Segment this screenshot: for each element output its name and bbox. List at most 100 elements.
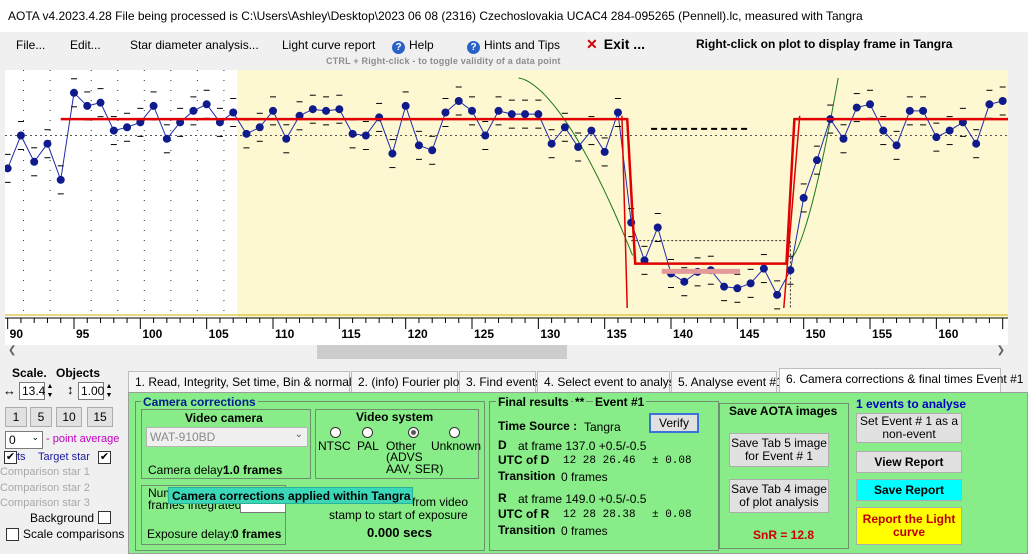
target-star-checkbox[interactable]: ✔ [98,451,111,464]
target-star-label: Target star [38,451,90,463]
objects-input[interactable]: 1.00 [78,382,104,400]
data-point [162,134,171,143]
menu-hints-label: Hints and Tips [484,38,561,52]
data-point [481,131,490,140]
camera-delay-value: 1.0 frames [223,463,283,477]
x-tick-label: 160 [938,327,958,341]
background-checkbox[interactable] [98,511,111,524]
r-frame: at frame 149.0 +0.5/-0.5 [518,492,647,506]
scale-input[interactable]: 13.4 [19,382,45,400]
vertical-arrows-icon: ↕ [67,382,74,397]
data-point [932,133,941,142]
plot-points-checkbox[interactable]: ✔ [4,451,17,464]
save-tab5-button[interactable]: Save Tab 5 image for Event # 1 [729,433,829,467]
d-utc-value: 12 28 26.46 [563,455,636,467]
video-camera-title: Video camera [183,411,265,425]
scale-comparisons-checkbox[interactable] [6,528,19,541]
tab-read[interactable]: 1. Read, Integrity, Set time, Bin & norm… [128,371,367,393]
tab-analyse-event[interactable]: 5. Analyse event #1 [671,371,783,393]
save-tab4-button[interactable]: Save Tab 4 image of plot analysis [729,479,829,513]
comparison-2-label: Comparison star 2 [0,482,90,494]
r-utc-label: UTC of R [498,507,550,521]
x-tick-label: 140 [673,327,693,341]
scroll-thumb[interactable] [317,345,567,359]
data-point [16,131,25,140]
shaded-region [237,70,1008,318]
data-point [268,106,277,115]
other-radio[interactable] [408,427,419,438]
step-1-button[interactable]: 1 [5,407,27,427]
data-point [879,126,888,135]
scale-spinner-icon[interactable]: ▲ ▼ [46,383,54,399]
data-point [123,123,132,132]
tab-camera-corrections[interactable]: 6. Camera corrections & final times Even… [779,368,1023,393]
menu-help[interactable]: ? Help [392,38,434,54]
snr-value: SnR = 12.8 [753,528,815,542]
data-point [574,143,583,151]
tab-find-events[interactable]: 3. Find events [459,371,541,393]
tab-fourier[interactable]: 2. (info) Fourier plot [351,371,463,393]
plot-scrollbar[interactable]: ❮ ❯ [5,345,1008,359]
data-point [229,108,238,117]
save-report-button[interactable]: Save Report [856,479,962,501]
r-transition-value: 0 frames [561,524,608,538]
data-point [600,147,609,156]
data-point [30,157,39,166]
target-prefix: ts [17,451,26,463]
d-frame: at frame 137.0 +0.5/-0.5 [518,439,647,453]
menu-hints[interactable]: ? Hints and Tips [467,38,560,54]
data-point [773,290,782,299]
right-click-hint: Right-click on plot to display frame in … [696,37,953,51]
menu-exit[interactable]: ✕ Exit ... [586,36,645,53]
menu-help-label: Help [409,38,434,52]
ntsc-radio[interactable] [330,427,341,438]
step-10-button[interactable]: 10 [56,407,82,427]
menu-star-diameter[interactable]: Star diameter analysis... [130,38,259,52]
light-curve-plot[interactable]: 90 95 100 105 110 115 120 125 130 135 140 145 150 155… [5,70,1008,345]
menu-file[interactable]: File... [16,38,46,52]
scroll-right-icon[interactable]: ❯ [996,345,1005,356]
data-point [136,118,145,127]
menu-edit[interactable]: Edit... [70,38,101,52]
unknown-radio[interactable] [449,427,460,438]
point-average-select[interactable]: 0 ⌄ [5,431,43,449]
report-light-curve-button[interactable]: Report the Light curve [856,507,962,545]
verify-button[interactable]: Verify [649,413,699,433]
view-report-button[interactable]: View Report [856,451,962,473]
set-non-event-button[interactable]: Set Event # 1 as a non-event [856,413,962,443]
x-tick-label: 100 [142,327,162,341]
final-results-title: Final results [496,395,571,409]
x-tick-label: 115 [341,327,361,341]
menu-light-curve-report[interactable]: Light curve report [282,38,376,52]
d-utc-label: UTC of D [498,453,550,467]
objects-spinner-icon[interactable]: ▲ ▼ [105,383,113,399]
data-point [454,97,463,105]
data-point [759,264,768,273]
ntsc-label: NTSC [318,439,351,453]
step-15-button[interactable]: 15 [87,407,113,427]
scale-comparisons-label: Scale comparisons [23,527,125,541]
data-point [680,277,689,286]
data-point [892,141,901,150]
data-point [547,139,556,148]
step-5-button[interactable]: 5 [30,407,52,427]
d-transition-label: Transition [498,469,556,483]
x-tick-label: 120 [408,327,428,341]
stamp-label: stamp to start of exposure [329,508,468,522]
scroll-left-icon[interactable]: ❮ [8,345,17,356]
integration-group [141,485,286,545]
tab-select-event[interactable]: 4. Select event to analyse [537,371,681,393]
final-results-event: Event #1 [593,395,647,409]
camera-model-select[interactable]: WAT-910BD ⌄ [146,427,308,447]
data-point [786,266,795,275]
light-curve-svg[interactable]: 90 95 100 105 110 115 120 125 130 135 140 145 150 155… [5,70,1008,345]
help-icon: ? [392,41,405,54]
data-point [812,156,821,165]
pal-radio[interactable] [362,427,373,438]
from-video-label: from video [412,495,469,509]
left-control-panel: Scale. Objects ↔ 13.4 ▲ ▼ ↕ 1.00 ▲ ▼ 1 5 1… [0,362,126,554]
ctrl-hint: CTRL + Right-click - to toggle validity … [326,56,561,66]
data-point [587,126,596,135]
exposure-delay-label: Exposure delay: [147,527,234,541]
exit-icon: ✕ [586,36,598,52]
